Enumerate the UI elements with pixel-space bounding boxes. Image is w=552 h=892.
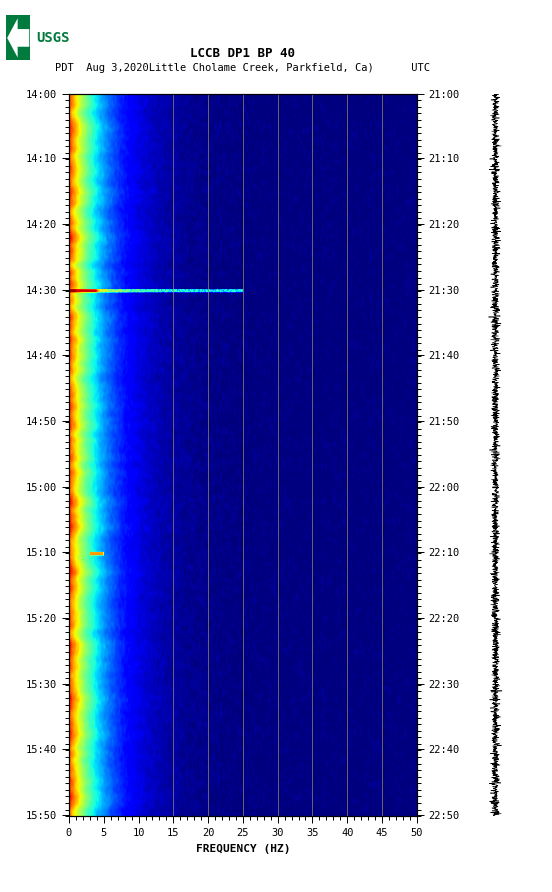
Bar — [6, 15, 30, 60]
X-axis label: FREQUENCY (HZ): FREQUENCY (HZ) — [195, 844, 290, 854]
Polygon shape — [7, 18, 29, 57]
Text: USGS: USGS — [36, 31, 70, 45]
Text: PDT  Aug 3,2020Little Cholame Creek, Parkfield, Ca)      UTC: PDT Aug 3,2020Little Cholame Creek, Park… — [55, 63, 431, 73]
Text: LCCB DP1 BP 40: LCCB DP1 BP 40 — [190, 46, 295, 60]
